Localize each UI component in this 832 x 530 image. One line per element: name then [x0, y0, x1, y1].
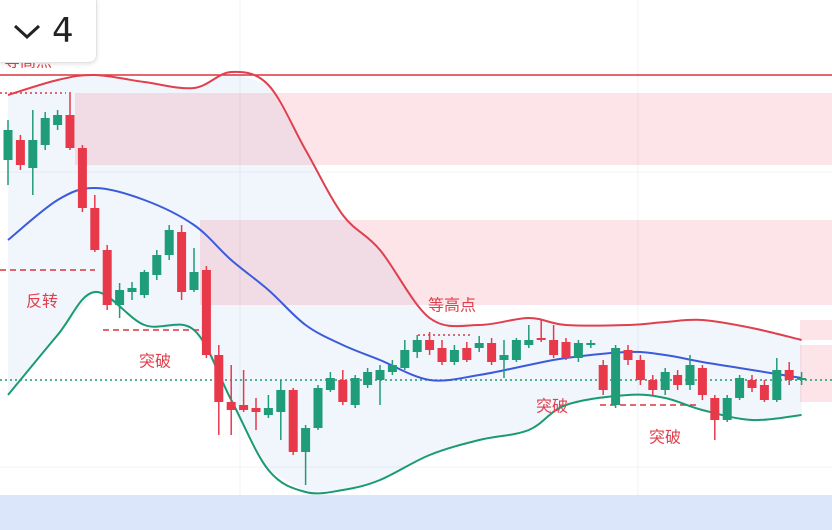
annotation: 突破	[649, 428, 681, 447]
candle-body	[387, 365, 397, 372]
candle-body	[772, 370, 782, 400]
candle-body	[462, 348, 472, 360]
candle-body	[685, 365, 695, 385]
candle-body	[487, 343, 497, 362]
candle-body	[139, 272, 149, 295]
candle-body	[611, 348, 621, 405]
candle-body	[313, 388, 323, 428]
candle-body	[325, 378, 335, 390]
candle-body	[635, 360, 645, 380]
candle-body	[549, 340, 559, 355]
candle-body	[201, 270, 211, 355]
candle-body	[747, 380, 757, 388]
candle-body	[226, 402, 236, 410]
candle-body	[425, 340, 435, 350]
bands	[7, 70, 802, 495]
candle-body	[735, 378, 745, 398]
candle-body	[152, 255, 162, 275]
candle-body	[722, 398, 732, 420]
candle-body	[499, 355, 509, 360]
band-line	[7, 186, 802, 382]
annotation: 突破	[536, 397, 568, 416]
candle-body	[90, 208, 100, 250]
candle-body	[784, 370, 794, 380]
resistance-zone	[75, 93, 832, 165]
resistance-zone	[800, 345, 832, 402]
candle-body	[214, 355, 224, 402]
candle-body	[28, 140, 38, 168]
candle-body	[77, 148, 87, 208]
candle-body	[276, 390, 286, 412]
candle-body	[437, 348, 447, 362]
resistance-zone	[800, 320, 832, 340]
candle-body	[474, 343, 484, 348]
candle-body	[65, 115, 75, 148]
candle-body	[177, 232, 187, 292]
candle-body	[573, 343, 583, 358]
candle-body	[660, 372, 670, 390]
bottom-bar	[0, 495, 832, 530]
candle-body	[586, 343, 596, 345]
candle-body	[759, 385, 769, 400]
candle-body	[338, 380, 348, 402]
candle-body	[3, 130, 13, 160]
candle-body	[189, 272, 199, 290]
candle-body	[673, 375, 683, 385]
candle-body	[400, 350, 410, 368]
candle-body	[102, 250, 112, 305]
candle-body	[623, 350, 633, 360]
candles	[3, 92, 807, 485]
candle-body	[648, 380, 658, 390]
candle-body	[251, 408, 261, 412]
candle-body	[561, 342, 571, 358]
annotation: 突破	[139, 352, 171, 371]
annotation: 等高点	[428, 296, 476, 315]
candle-body	[115, 290, 125, 305]
candle-body	[127, 288, 137, 292]
candle-body	[536, 338, 546, 340]
candle-body	[524, 340, 534, 345]
candle-body	[363, 372, 373, 385]
candle-body	[263, 408, 273, 415]
band-line	[7, 70, 802, 341]
candle-body	[511, 340, 521, 360]
candle-body	[239, 405, 249, 410]
candle-body	[301, 428, 311, 452]
candle-body	[288, 390, 298, 452]
candle-body	[449, 350, 459, 362]
candle-body	[15, 140, 25, 165]
candle-body	[40, 118, 50, 145]
interval-value: 4	[52, 11, 74, 51]
candle-body	[710, 398, 720, 420]
candle-body	[412, 340, 422, 352]
band-line	[7, 290, 802, 495]
chevron-icon	[13, 24, 41, 40]
annotation: 反转	[26, 292, 58, 311]
candle-body	[164, 230, 174, 255]
candle-body	[598, 365, 608, 390]
candle-body	[53, 115, 63, 125]
candle-body	[697, 368, 707, 395]
resistance-zone	[200, 220, 832, 305]
candle-body	[797, 378, 807, 380]
candle-body	[350, 378, 360, 405]
interval-dropdown[interactable]: 4	[0, 0, 97, 63]
candle-body	[375, 370, 385, 380]
